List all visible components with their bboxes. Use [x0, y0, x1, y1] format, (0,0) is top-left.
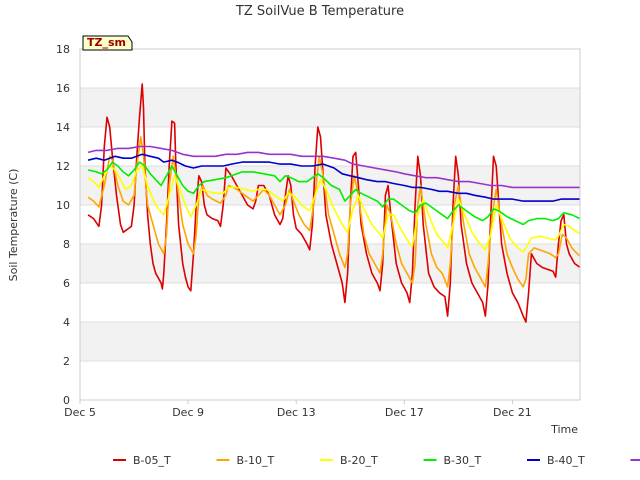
x-axis: Dec 5 Dec 9 Dec 13 Dec 17 Dec 21 — [64, 400, 532, 419]
y-tick-label: 0 — [63, 394, 70, 407]
plot-background — [80, 49, 580, 400]
y-tick-label: 10 — [56, 199, 70, 212]
series-line-b-30-t — [87, 161, 580, 226]
y-axis: 0 2 4 6 8 10 12 14 16 18 — [56, 43, 70, 407]
y-tick-label: 6 — [63, 277, 70, 290]
badge: TZ_sm — [82, 35, 133, 51]
x-tick-label: Dec 5 — [64, 406, 96, 419]
legend-item: B-10_T — [216, 454, 275, 467]
legend-label: B-40_T — [547, 454, 585, 467]
series-line-b-50-t — [87, 145, 580, 189]
legend: B-05_T B-10_T B-20_T B-30_T B-40_T B-50_T — [113, 454, 640, 467]
y-tick-label: 12 — [56, 160, 70, 173]
x-tick-label: Dec 13 — [277, 406, 316, 419]
series-line-b-20-t — [87, 165, 580, 253]
legend-item: B-20_T — [320, 454, 378, 467]
grid-band — [80, 49, 580, 88]
badge-label: TZ_sm — [87, 36, 126, 49]
grid-band — [80, 127, 580, 166]
legend-item: B-40_T — [527, 454, 585, 467]
series-layer — [87, 83, 580, 323]
grid-band — [80, 322, 580, 361]
legend-label: B-10_T — [237, 454, 275, 467]
y-tick-label: 16 — [56, 82, 70, 95]
y-tick-label: 18 — [56, 43, 70, 56]
grid-band — [80, 283, 580, 322]
y-axis-title: Soil Temperature (C) — [7, 169, 20, 282]
y-tick-label: 14 — [56, 121, 70, 134]
chart-title: TZ SoilVue B Temperature — [235, 4, 404, 19]
legend-item: B-30_T — [423, 454, 482, 467]
y-tick-label: 4 — [63, 316, 70, 329]
y-tick-label: 8 — [63, 238, 70, 251]
grid-band — [80, 361, 580, 400]
x-tick-label: Dec 17 — [385, 406, 424, 419]
x-tick-label: Dec 21 — [493, 406, 532, 419]
legend-item: B-50_T — [630, 459, 640, 461]
legend-item: B-05_T — [113, 454, 171, 467]
plot-frame — [79, 48, 581, 401]
legend-label: B-30_T — [444, 454, 482, 467]
legend-label: B-20_T — [340, 454, 378, 467]
grid-band — [80, 88, 580, 127]
x-axis-title: Time — [550, 423, 578, 436]
y-tick-label: 2 — [63, 355, 70, 368]
legend-label: B-05_T — [133, 454, 171, 467]
x-tick-label: Dec 9 — [172, 406, 204, 419]
series-line-b-40-t — [87, 153, 580, 202]
